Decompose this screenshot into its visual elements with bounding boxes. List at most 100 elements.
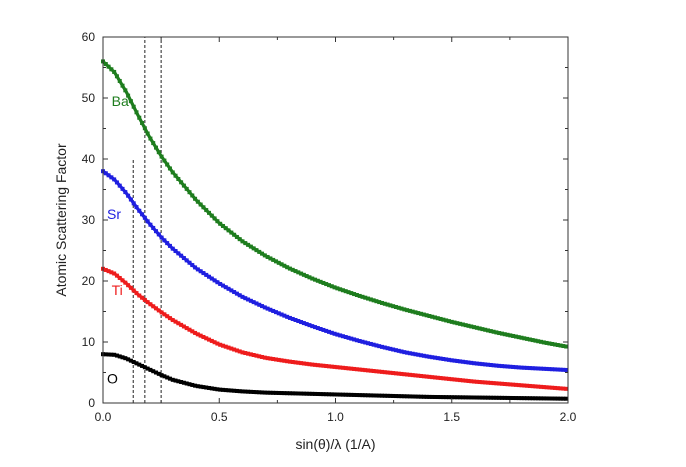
data-point	[268, 307, 273, 312]
data-point	[421, 394, 426, 399]
data-point	[530, 338, 535, 343]
data-point	[159, 373, 164, 378]
data-point	[243, 296, 248, 301]
data-point	[352, 337, 357, 342]
y-tick-label: 0	[88, 396, 95, 410]
data-point	[363, 340, 368, 345]
data-point	[324, 282, 329, 287]
data-point	[441, 376, 446, 381]
data-point	[195, 267, 200, 272]
data-point	[229, 346, 234, 351]
data-point	[558, 367, 563, 372]
data-point	[268, 356, 273, 361]
data-point	[516, 335, 521, 340]
data-point	[455, 377, 460, 382]
data-point	[477, 361, 482, 366]
data-point	[360, 339, 365, 344]
data-point	[552, 342, 557, 347]
data-point	[145, 366, 150, 371]
data-point	[536, 366, 541, 371]
data-point	[377, 344, 382, 349]
data-point	[413, 394, 418, 399]
data-point	[410, 351, 415, 356]
data-point	[142, 126, 147, 131]
data-point	[416, 311, 421, 316]
data-point	[483, 327, 488, 332]
data-point	[407, 351, 412, 356]
data-point	[243, 241, 248, 246]
data-point	[162, 238, 167, 243]
data-point	[223, 388, 228, 393]
data-point	[282, 263, 287, 268]
data-point	[486, 328, 491, 333]
data-point	[165, 314, 170, 319]
data-point	[488, 395, 493, 400]
data-point	[530, 366, 535, 371]
series-line	[102, 352, 569, 401]
data-point	[388, 370, 393, 375]
data-point	[405, 372, 410, 377]
data-point	[212, 386, 217, 391]
data-point	[385, 370, 390, 375]
data-point	[399, 394, 404, 399]
data-point	[209, 338, 214, 343]
data-point	[148, 367, 153, 372]
data-point	[329, 284, 334, 289]
data-point	[237, 349, 242, 354]
data-point	[561, 367, 566, 372]
data-point	[477, 395, 482, 400]
data-point	[463, 360, 468, 365]
data-point	[430, 314, 435, 319]
data-point	[262, 305, 267, 310]
data-point	[106, 173, 111, 178]
data-point	[307, 323, 312, 328]
data-point	[388, 346, 393, 351]
data-point	[511, 396, 516, 401]
data-point	[329, 364, 334, 369]
data-point	[265, 306, 270, 311]
data-point	[433, 394, 438, 399]
data-point	[128, 358, 133, 363]
data-point	[491, 363, 496, 368]
data-point	[374, 393, 379, 398]
data-point	[279, 262, 284, 267]
data-point	[505, 332, 510, 337]
data-point	[525, 336, 530, 341]
data-point	[458, 321, 463, 326]
data-point	[488, 380, 493, 385]
data-point	[438, 376, 443, 381]
data-point	[371, 342, 376, 347]
data-point	[497, 331, 502, 336]
data-point	[262, 355, 267, 360]
data-point	[338, 287, 343, 292]
data-point	[137, 208, 142, 213]
data-point	[120, 355, 125, 360]
data-point	[402, 394, 407, 399]
data-point	[446, 376, 451, 381]
data-point	[513, 334, 518, 339]
data-point	[103, 62, 108, 67]
data-point	[240, 350, 245, 355]
data-point	[525, 365, 530, 370]
data-point	[114, 353, 119, 358]
data-point	[226, 286, 231, 291]
data-point	[550, 396, 555, 401]
y-tick-label: 30	[82, 213, 96, 227]
data-point	[201, 334, 206, 339]
data-point	[533, 366, 538, 371]
data-point	[522, 383, 527, 388]
data-point	[293, 317, 298, 322]
data-point	[262, 390, 267, 395]
data-point	[335, 392, 340, 397]
series-labels: Ba Sr Ti O	[107, 93, 129, 387]
data-point	[173, 378, 178, 383]
data-point	[438, 395, 443, 400]
data-point	[207, 385, 212, 390]
data-point	[123, 190, 128, 195]
data-point	[248, 298, 253, 303]
data-point	[357, 367, 362, 372]
data-point	[555, 367, 560, 372]
data-point	[338, 365, 343, 370]
data-point	[179, 253, 184, 258]
